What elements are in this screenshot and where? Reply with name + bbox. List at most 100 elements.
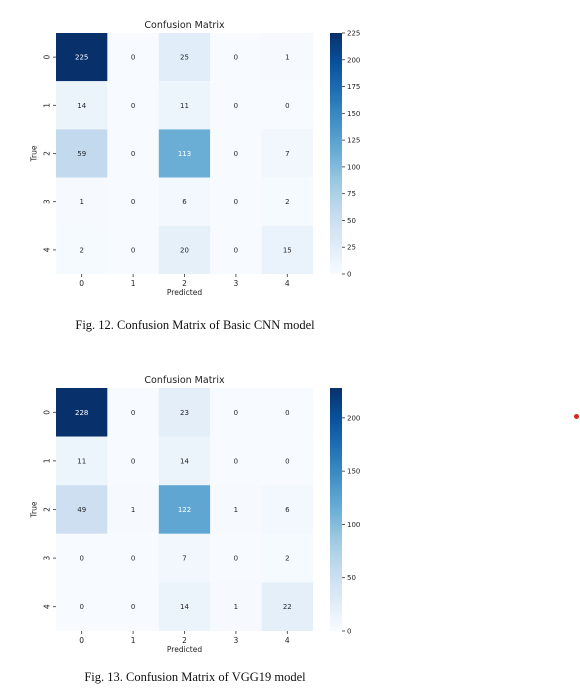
cell-value-r3-c4: 2 bbox=[285, 555, 289, 563]
chart-title: Confusion Matrix bbox=[144, 375, 225, 386]
cell-value-r4-c0: 0 bbox=[79, 603, 83, 611]
cell-value-r2-c2: 122 bbox=[178, 506, 191, 514]
heatmap-cell-r1-c1 bbox=[107, 436, 159, 486]
heatmap-cell-r3-c3 bbox=[210, 177, 262, 226]
heatmap-cell-r2-c1 bbox=[107, 129, 159, 178]
figure-12: Confusion Matrix 225 0 25 0 1 14 0 11 0 0 59 0 113 0 7 1… bbox=[30, 20, 361, 332]
cell-value-r3-c3: 0 bbox=[234, 555, 238, 563]
cell-value-r4-c2: 14 bbox=[180, 603, 189, 611]
y-tick-label-0: 0 bbox=[43, 410, 52, 415]
x-tick-label-3: 3 bbox=[234, 279, 239, 288]
cell-value-r1-c0: 11 bbox=[77, 457, 86, 465]
heatmap-cell-r3-c1 bbox=[107, 177, 159, 226]
cell-value-r0-c0: 228 bbox=[75, 409, 88, 417]
cell-value-r0-c4: 0 bbox=[285, 409, 289, 417]
cell-value-r2-c3: 0 bbox=[234, 150, 238, 158]
heatmap-cell-r0-c1 bbox=[107, 388, 159, 437]
x-tick-label-0: 0 bbox=[79, 636, 84, 645]
cell-value-r0-c1: 0 bbox=[131, 409, 135, 417]
colorbar-tick-label-2: 100 bbox=[347, 521, 360, 529]
colorbar-tick-label-8: 200 bbox=[347, 56, 360, 64]
x-tick-label-0: 0 bbox=[79, 279, 84, 288]
colorbar-tick-label-1: 25 bbox=[347, 244, 356, 252]
heatmap-cell-r2-c1 bbox=[107, 485, 159, 534]
cell-value-r0-c2: 25 bbox=[180, 54, 189, 62]
heatmap-cell-r2-c4 bbox=[261, 485, 313, 534]
colorbar bbox=[330, 388, 342, 631]
colorbar-tick-label-4: 100 bbox=[347, 163, 360, 171]
cell-value-r1-c0: 14 bbox=[77, 102, 86, 110]
cell-value-r4-c0: 2 bbox=[79, 246, 83, 254]
heatmap-cell-r1-c2 bbox=[158, 436, 211, 486]
heatmap-cell-r2-c2 bbox=[158, 129, 211, 178]
cell-value-r1-c1: 0 bbox=[131, 102, 135, 110]
cell-value-r3-c1: 0 bbox=[131, 555, 135, 563]
cell-value-r4-c4: 22 bbox=[283, 603, 292, 611]
heatmap-cell-r3-c0 bbox=[56, 177, 108, 226]
cell-value-r2-c3: 1 bbox=[234, 506, 238, 514]
cell-value-r2-c1: 0 bbox=[131, 150, 135, 158]
heatmap-cell-r4-c4 bbox=[261, 225, 313, 274]
figure-13: Confusion Matrix 228 0 23 0 0 11 0 14 0 0 49 1 122 1 6 0… bbox=[0, 356, 580, 688]
cell-value-r4-c4: 15 bbox=[283, 246, 292, 254]
cell-value-r3-c0: 1 bbox=[79, 198, 83, 206]
cell-value-r3-c1: 0 bbox=[131, 198, 135, 206]
cell-value-r1-c2: 11 bbox=[180, 102, 189, 110]
heatmap-cell-r3-c4 bbox=[261, 177, 313, 226]
colorbar-tick-label-5: 125 bbox=[347, 137, 360, 145]
y-tick-label-1: 1 bbox=[43, 458, 52, 463]
colorbar-tick-label-0: 0 bbox=[347, 271, 351, 279]
heatmap-cell-r2-c0 bbox=[56, 485, 108, 534]
heatmap-cell-r1-c1 bbox=[107, 81, 159, 130]
cell-value-r0-c4: 1 bbox=[285, 54, 289, 62]
heatmap-cell-r1-c2 bbox=[158, 81, 211, 130]
x-tick-label-3: 3 bbox=[234, 636, 239, 645]
colorbar-tick-label-9: 225 bbox=[347, 30, 360, 38]
colorbar-tick-label-3: 75 bbox=[347, 190, 356, 198]
x-tick-label-4: 4 bbox=[285, 279, 290, 288]
heatmap-cell-r1-c0 bbox=[56, 436, 108, 486]
heatmap-cell-r1-c4 bbox=[261, 81, 313, 130]
cell-value-r3-c0: 0 bbox=[79, 555, 83, 563]
colorbar-tick-label-4: 200 bbox=[347, 414, 360, 422]
heatmap-cell-r1-c3 bbox=[210, 81, 262, 130]
cell-value-r1-c1: 0 bbox=[131, 457, 135, 465]
heatmap-cell-r4-c2 bbox=[158, 582, 211, 631]
figure-caption: Fig. 13. Confusion Matrix of VGG19 model bbox=[84, 670, 306, 684]
y-tick-label-2: 2 bbox=[43, 507, 52, 512]
heatmap-cell-r0-c0 bbox=[56, 33, 108, 82]
cell-value-r2-c1: 1 bbox=[131, 506, 135, 514]
y-tick-label-1: 1 bbox=[43, 103, 52, 108]
y-tick-label-3: 3 bbox=[43, 199, 52, 204]
heatmap-cell-r3-c1 bbox=[107, 533, 159, 583]
cell-value-r2-c4: 6 bbox=[285, 506, 290, 514]
y-tick-label-2: 2 bbox=[43, 151, 52, 156]
y-tick-label-4: 4 bbox=[43, 247, 52, 252]
heatmap-cell-r4-c3 bbox=[210, 582, 262, 631]
heatmap-cell-r3-c4 bbox=[261, 533, 313, 583]
heatmap-cell-r0-c3 bbox=[210, 33, 262, 82]
heatmap-cell-r1-c4 bbox=[261, 436, 313, 486]
cell-value-r1-c3: 0 bbox=[234, 457, 238, 465]
cell-value-r0-c3: 0 bbox=[234, 54, 238, 62]
cell-value-r0-c1: 0 bbox=[131, 54, 135, 62]
heatmap-cell-r4-c4 bbox=[261, 582, 313, 631]
cell-value-r1-c4: 0 bbox=[285, 457, 289, 465]
heatmap-cell-r2-c2 bbox=[158, 485, 211, 534]
cell-value-r2-c4: 7 bbox=[285, 150, 289, 158]
heatmap-cell-r3-c0 bbox=[56, 533, 108, 583]
cell-value-r3-c2: 7 bbox=[182, 555, 186, 563]
x-tick-label-1: 1 bbox=[131, 636, 136, 645]
heatmap-cell-r3-c3 bbox=[210, 533, 262, 583]
cell-value-r0-c2: 23 bbox=[180, 409, 189, 417]
heatmap-cell-r4-c0 bbox=[56, 582, 108, 631]
cell-value-r4-c3: 0 bbox=[234, 246, 238, 254]
chart-title: Confusion Matrix bbox=[144, 20, 225, 31]
cell-value-r4-c3: 1 bbox=[234, 603, 238, 611]
heatmap-cell-r0-c1 bbox=[107, 33, 159, 82]
heatmap-cell-r0-c4 bbox=[261, 388, 313, 437]
heatmap-cell-r4-c1 bbox=[107, 225, 159, 274]
x-axis-label: Predicted bbox=[167, 288, 202, 297]
